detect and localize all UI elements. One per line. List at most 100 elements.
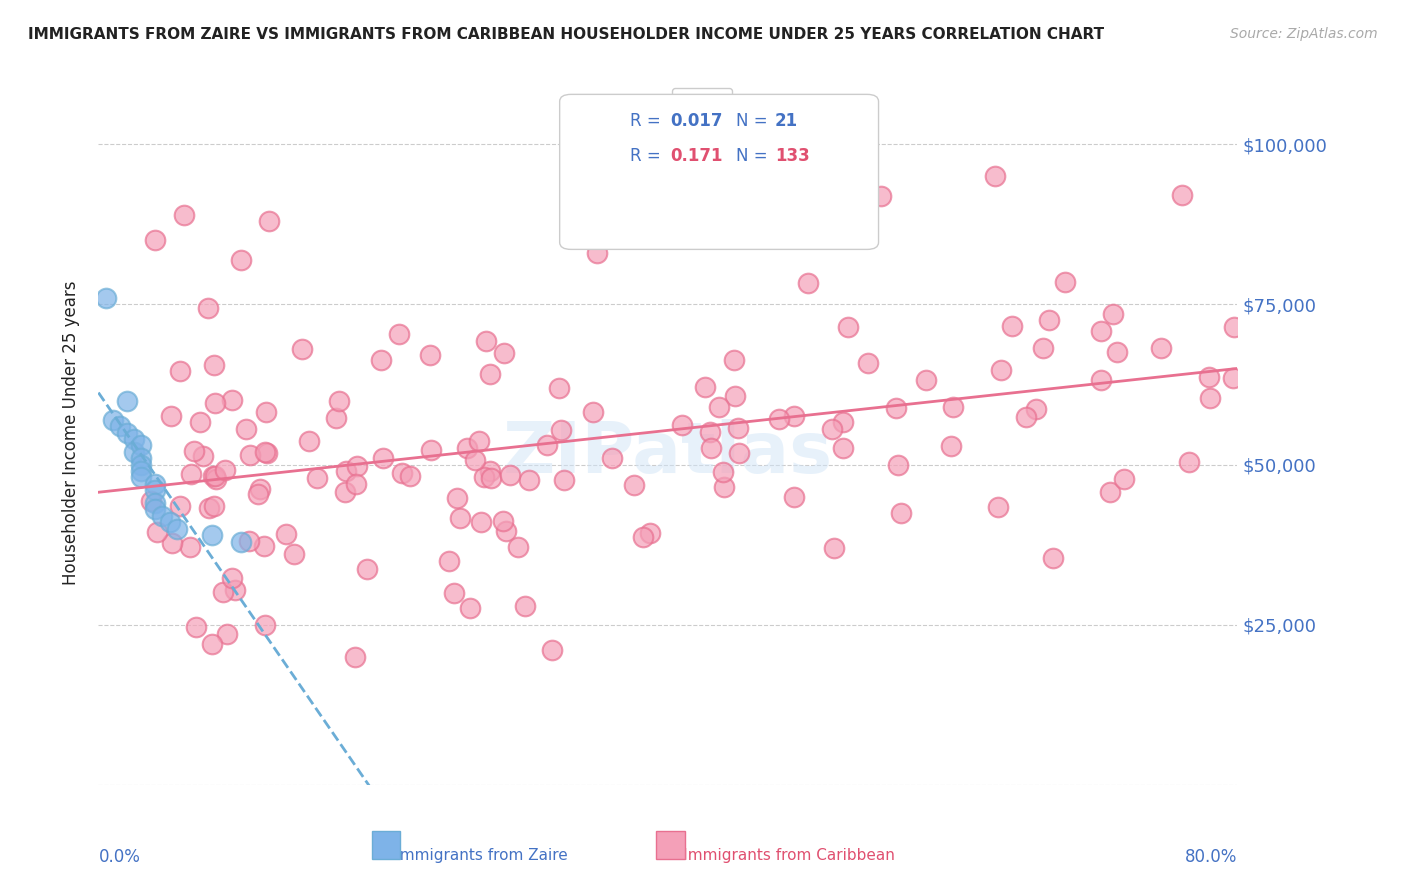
Point (214, 463, 236, 477)
Point (238, 534, 260, 549)
Point (695, 380, 717, 394)
Point (633, 530, 655, 544)
Point (291, 342, 314, 356)
Point (215, 627, 238, 641)
Text: R =: R = (630, 112, 666, 130)
Point (238, 448, 260, 462)
Point (253, 539, 276, 553)
Point (464, 453, 486, 467)
Text: ▪ Immigrants from Zaire: ▪ Immigrants from Zaire (381, 848, 568, 863)
Point (283, 547, 305, 561)
FancyBboxPatch shape (657, 830, 685, 859)
Point (699, 425, 721, 439)
Point (1171, 187, 1194, 202)
Point (519, 473, 541, 487)
Point (188, 415, 211, 429)
FancyBboxPatch shape (560, 95, 879, 250)
Point (439, 554, 461, 568)
Text: 21: 21 (775, 112, 799, 130)
Point (727, 446, 749, 460)
Point (224, 582, 246, 597)
Point (115, 393, 138, 408)
Point (449, 511, 471, 525)
Point (1150, 341, 1173, 355)
Point (1098, 485, 1121, 500)
Point (166, 522, 188, 536)
Point (797, 277, 820, 291)
Point (623, 478, 645, 492)
Text: 133: 133 (775, 147, 810, 165)
Point (129, 451, 152, 466)
Point (180, 467, 202, 481)
Point (831, 441, 853, 455)
Point (212, 584, 235, 599)
Point (1090, 324, 1112, 338)
Point (456, 442, 478, 456)
Point (553, 473, 575, 487)
Point (346, 458, 368, 473)
Point (202, 468, 225, 483)
Point (204, 396, 226, 410)
Point (1032, 341, 1054, 355)
Y-axis label: Householder Income Under 25 years: Householder Income Under 25 years (62, 280, 80, 585)
Point (198, 501, 221, 516)
Point (478, 464, 501, 478)
Point (129, 464, 152, 478)
Point (253, 617, 276, 632)
FancyBboxPatch shape (371, 830, 401, 859)
Point (1107, 345, 1129, 359)
Point (122, 432, 145, 446)
Point (259, 214, 281, 228)
Point (856, 356, 879, 370)
Point (328, 394, 350, 409)
Point (890, 507, 912, 521)
Point (585, 246, 607, 260)
Point (221, 392, 243, 407)
Point (987, 500, 1010, 515)
Point (671, 417, 693, 432)
Text: 0.171: 0.171 (671, 147, 723, 165)
Text: Source: ZipAtlas.com: Source: ZipAtlas.com (1230, 27, 1378, 41)
Point (191, 449, 214, 463)
Point (201, 528, 224, 542)
Point (915, 373, 938, 387)
Point (1102, 307, 1125, 321)
Point (1198, 370, 1220, 384)
Point (370, 353, 392, 368)
Point (1222, 370, 1244, 384)
Point (419, 348, 441, 362)
Point (205, 472, 228, 486)
Point (657, 163, 679, 178)
Point (700, 441, 723, 455)
Point (768, 412, 790, 426)
Point (186, 620, 208, 634)
Point (141, 494, 163, 508)
Text: ▪ Immigrants from Caribbean: ▪ Immigrants from Caribbean (668, 848, 896, 863)
Point (1199, 391, 1222, 405)
Point (129, 438, 152, 452)
Point (160, 409, 183, 424)
Point (145, 476, 167, 491)
Point (173, 208, 195, 222)
Point (254, 404, 277, 418)
Point (276, 526, 298, 541)
Point (179, 540, 201, 554)
Point (1112, 472, 1135, 486)
Point (162, 536, 184, 550)
Text: 0.017: 0.017 (671, 112, 723, 130)
Point (146, 524, 169, 539)
Point (373, 450, 395, 465)
Point (356, 562, 378, 576)
Point (94, 291, 117, 305)
Point (468, 434, 491, 448)
Point (335, 464, 357, 478)
Point (1001, 319, 1024, 334)
Point (727, 421, 749, 435)
Point (1042, 551, 1064, 566)
Text: N =: N = (737, 147, 773, 165)
Point (169, 364, 191, 378)
Point (821, 422, 844, 436)
Point (832, 415, 855, 429)
Point (547, 381, 569, 395)
Point (491, 514, 513, 528)
